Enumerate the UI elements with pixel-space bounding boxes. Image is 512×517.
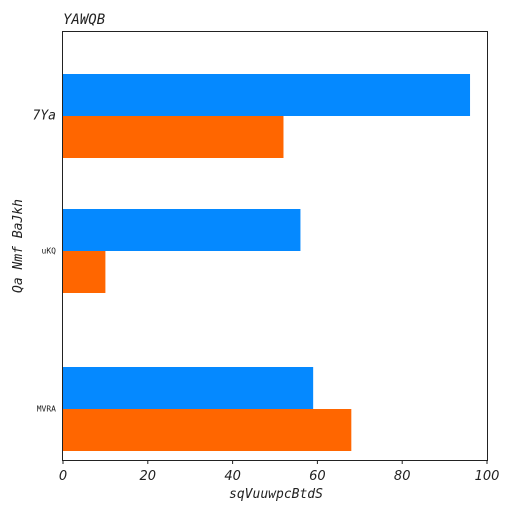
x-tick-label: 60 [309, 469, 326, 484]
bars-layer [63, 74, 471, 451]
chart-title: YAWQB [63, 12, 105, 28]
bar-7Ya-series-2 [63, 116, 284, 158]
bar-uKQ-series-2 [63, 251, 106, 293]
x-tick-label: 0 [59, 469, 67, 484]
x-axis-label: sqVuuwpcBtdS [229, 487, 323, 502]
bar-7Ya-series-1 [63, 74, 471, 116]
y-category-label-uKQ: uKQ [42, 247, 57, 256]
x-tick-label: 20 [140, 469, 157, 484]
y-category-label-MVRA: MVRA [37, 405, 56, 414]
y-axis-label: Qa Nmf BaJkh [11, 199, 26, 293]
bar-MVRA-series-2 [63, 409, 352, 451]
y-category-label-7Ya: 7Ya [33, 109, 56, 124]
x-tick-label: 100 [475, 469, 500, 484]
y-axis-categories: 7Ya uKQ MVRA [33, 109, 57, 414]
plot-frame [62, 31, 488, 461]
x-tick-label: 80 [394, 469, 411, 484]
bar-MVRA-series-1 [63, 367, 314, 409]
bar-uKQ-series-1 [63, 209, 301, 251]
x-axis-ticks: 0 20 40 60 80 100 [59, 460, 500, 484]
x-tick-label: 40 [224, 469, 241, 484]
